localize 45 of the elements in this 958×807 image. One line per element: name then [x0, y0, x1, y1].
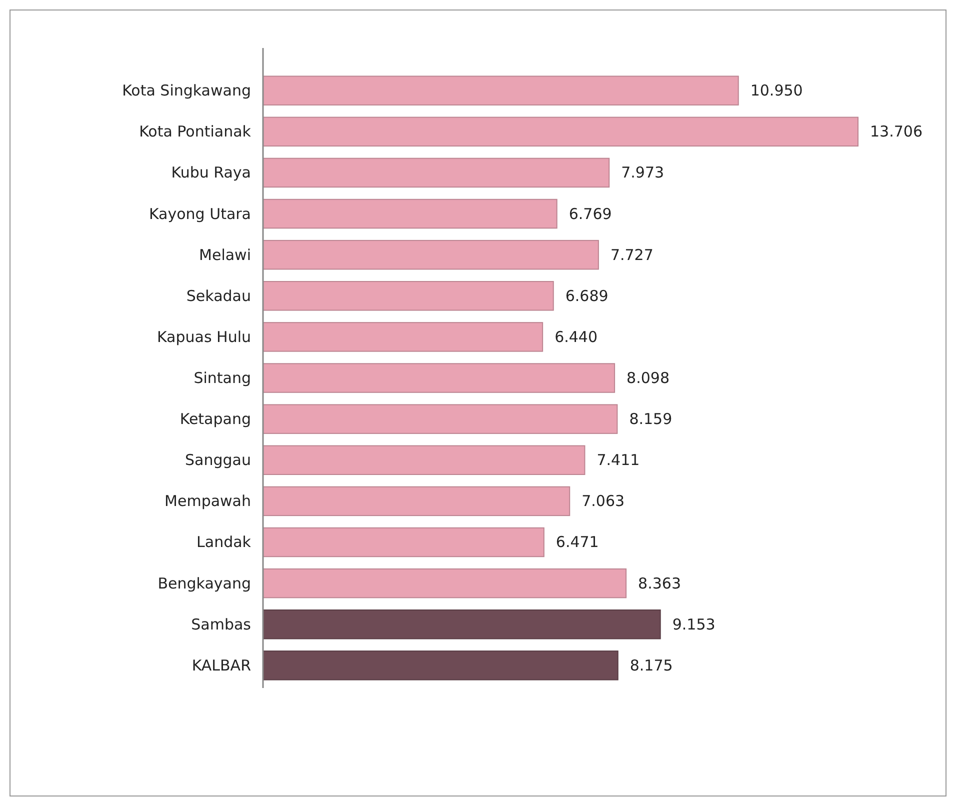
y-tick-label: Melawi	[199, 246, 251, 264]
data-label: 9.153	[672, 615, 716, 634]
bar	[262, 281, 554, 311]
data-label: 6.769	[568, 204, 612, 223]
data-label: 8.175	[630, 656, 673, 674]
y-tick-label: Kubu Raya	[171, 164, 251, 182]
bar	[262, 363, 616, 393]
bar	[262, 650, 618, 680]
bar	[262, 240, 599, 270]
bar	[262, 158, 610, 188]
data-label: 7.063	[582, 492, 625, 510]
bar	[262, 322, 544, 352]
data-label: 7.411	[596, 451, 640, 470]
bar	[262, 445, 586, 475]
data-label: 6.471	[556, 533, 599, 552]
bar	[262, 527, 544, 558]
y-tick-label: Kapuas Hulu	[156, 328, 251, 346]
data-label: 6.440	[554, 328, 598, 346]
data-label: 7.973	[621, 164, 664, 182]
y-tick-label: Ketapang	[180, 410, 251, 428]
y-tick-label: Kayong Utara	[148, 204, 251, 223]
y-tick-label: Sintang	[194, 369, 251, 387]
data-label: 13.706	[870, 122, 922, 141]
data-label: 8.159	[629, 410, 672, 428]
data-label: 8.363	[638, 574, 682, 592]
bar	[262, 404, 618, 434]
bar	[262, 486, 570, 516]
y-tick-label: Mempawah	[164, 492, 251, 510]
y-tick-label: Landak	[196, 533, 252, 552]
bar	[262, 76, 739, 106]
data-label: 7.727	[610, 246, 654, 264]
y-tick-label: Kota Pontianak	[139, 122, 252, 141]
y-tick-label: Bengkayang	[158, 574, 251, 592]
data-label: 8.098	[626, 369, 670, 387]
y-tick-label: Sambas	[191, 615, 252, 634]
bar	[262, 116, 858, 147]
y-tick-label: Sanggau	[185, 451, 251, 470]
data-label: 10.950	[750, 82, 803, 100]
data-label: 6.689	[565, 286, 608, 305]
y-tick-label: Kota Singkawang	[122, 82, 251, 100]
bar	[262, 568, 627, 598]
bar	[262, 198, 558, 229]
y-tick-label: Sekadau	[186, 286, 251, 305]
y-tick-label: KALBAR	[192, 656, 251, 674]
bar	[262, 609, 661, 640]
